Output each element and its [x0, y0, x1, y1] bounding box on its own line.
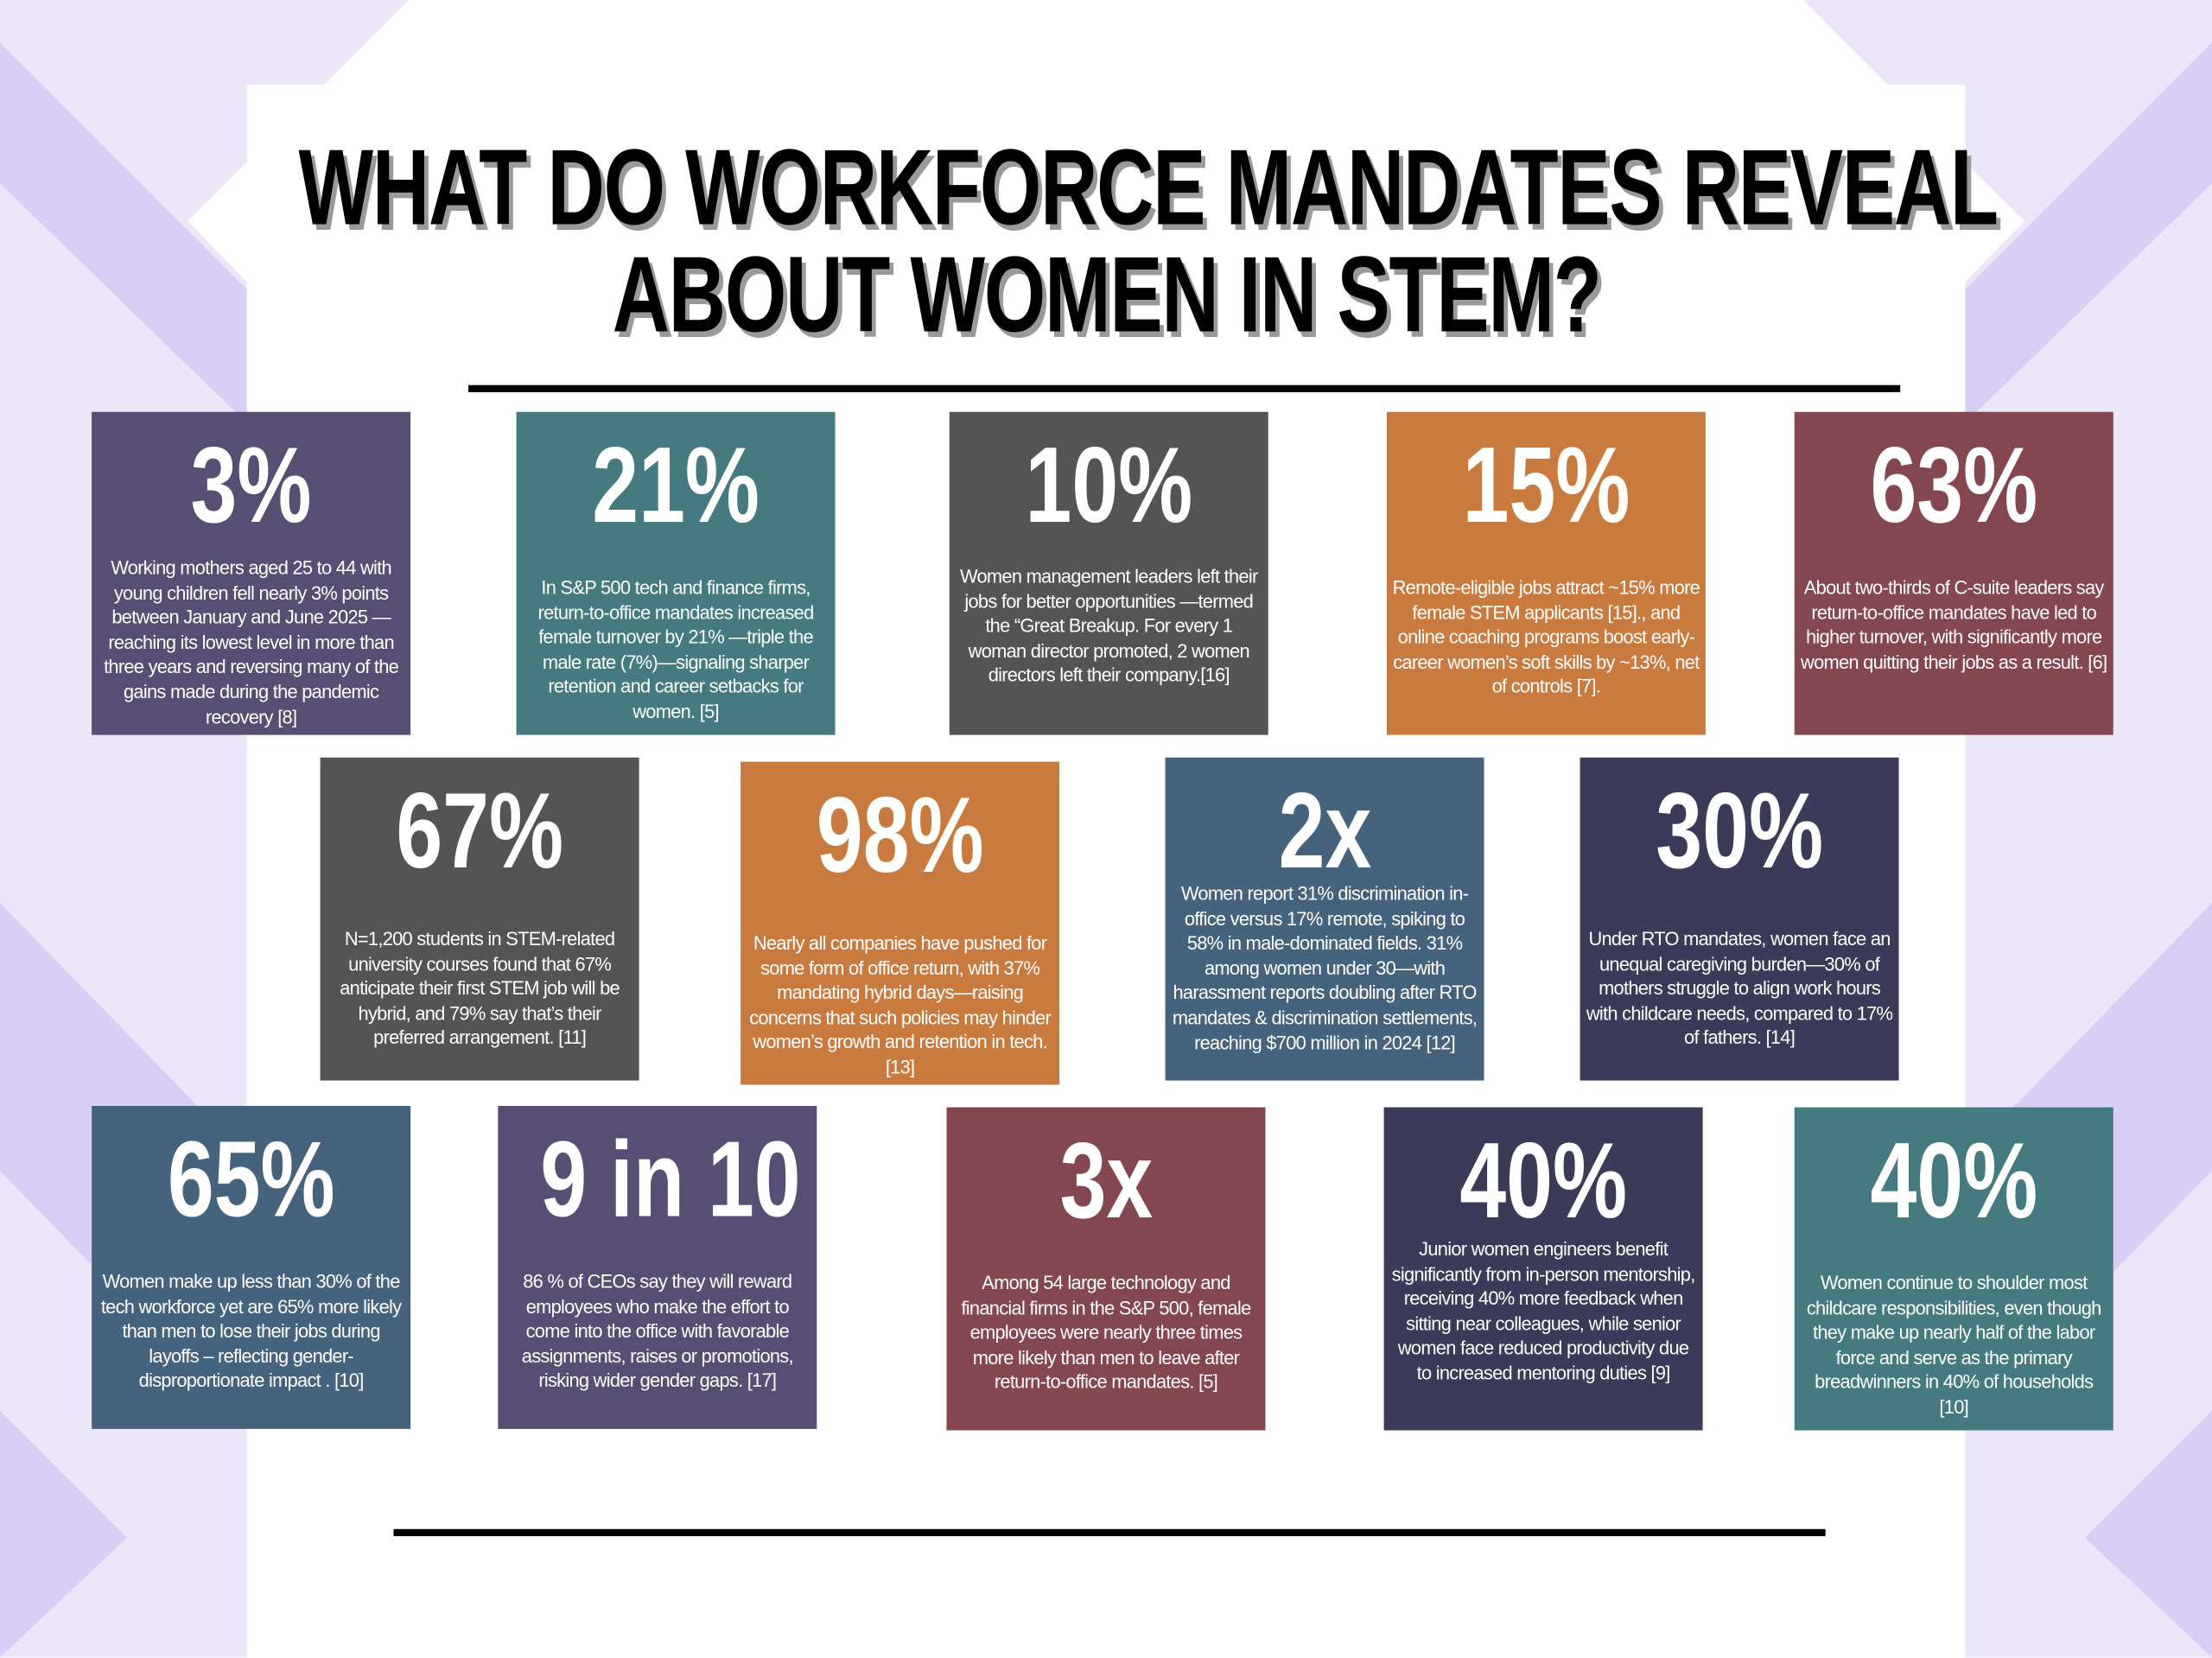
- stat-value: 65%: [167, 1120, 335, 1241]
- stat-description: About two-thirds of C-suite leaders say …: [1801, 576, 2107, 673]
- title-divider: [468, 384, 1901, 392]
- stat-description: In S&P 500 tech and finance firms, retur…: [537, 576, 815, 722]
- stat-description: Working mothers aged 25 to 44 with young…: [104, 556, 399, 727]
- stat-value: 67%: [396, 772, 563, 892]
- stat-description: Among 54 large technology and financial …: [961, 1272, 1251, 1394]
- stat-card: 21% In S&P 500 tech and finance firms, re…: [516, 411, 836, 735]
- stat-value: 98%: [816, 775, 984, 896]
- stat-value: 9 in 10: [540, 1120, 801, 1241]
- page-title-line-2: ABOUT WOMEN IN STEM?: [612, 235, 1601, 356]
- stat-description: Remote-eligible jobs attract ~15% more f…: [1392, 576, 1700, 698]
- stat-card: 63% About two-thirds of C-suite leaders s…: [1794, 411, 2113, 735]
- stat-card: 98% Nearly all companies have pushed for …: [741, 761, 1060, 1085]
- page-title-line-1: WHAT DO WORKFORCE MANDATES REVEAL: [298, 128, 1999, 249]
- stat-card: 2x Women report 31% discrimination in-off…: [1165, 757, 1484, 1081]
- stat-description: Women management leaders left their jobs…: [959, 565, 1258, 687]
- stat-value: 3x: [1059, 1121, 1153, 1242]
- stat-value: 3%: [190, 426, 312, 546]
- stat-description: 86 % of CEOs say they will reward employ…: [521, 1271, 794, 1392]
- stat-card: 30% Under RTO mandates, women face an une…: [1580, 757, 1899, 1081]
- stat-card: 3x Among 54 large technology and financia…: [946, 1107, 1266, 1431]
- stat-description: Junior women engineers benefit significa…: [1391, 1238, 1696, 1384]
- stat-description: Women make up less than 30% of the tech …: [100, 1271, 402, 1392]
- stat-description: N=1,200 students in STEM-related univers…: [340, 928, 620, 1049]
- stat-card: 9 in 10 86 % of CEOs say they will reward…: [498, 1105, 817, 1429]
- stat-value: 30%: [1656, 772, 1823, 892]
- stat-value: 40%: [1870, 1121, 2038, 1242]
- stat-card: 65% Women make up less than 30% of the te…: [92, 1105, 411, 1429]
- stat-description: Under RTO mandates, women face an unequa…: [1586, 928, 1893, 1049]
- stat-value: 2x: [1278, 772, 1371, 892]
- stat-value: 63%: [1870, 426, 2038, 546]
- stat-value: 21%: [592, 426, 760, 546]
- bottom-divider: [393, 1528, 1826, 1536]
- stat-card: 3% Working mothers aged 25 to 44 with you…: [92, 411, 411, 735]
- stat-card: 10% Women management leaders left their j…: [949, 411, 1268, 735]
- stat-card: 15% Remote-eligible jobs attract ~15% mor…: [1386, 411, 1706, 735]
- stat-value: 40%: [1459, 1121, 1627, 1242]
- stat-value: 10%: [1025, 426, 1193, 546]
- stat-description: Women continue to shoulder most childcar…: [1806, 1272, 2102, 1418]
- stat-card: 40% Junior women engineers benefit signif…: [1383, 1107, 1703, 1431]
- stat-card: 67% N=1,200 students in STEM-related univ…: [320, 757, 639, 1081]
- stat-description: Women report 31% discrimination in-offic…: [1172, 883, 1478, 1053]
- stat-description: Nearly all companies have pushed for som…: [749, 932, 1052, 1078]
- stat-value: 15%: [1462, 426, 1630, 546]
- stat-card: 40% Women continue to shoulder most child…: [1794, 1107, 2113, 1431]
